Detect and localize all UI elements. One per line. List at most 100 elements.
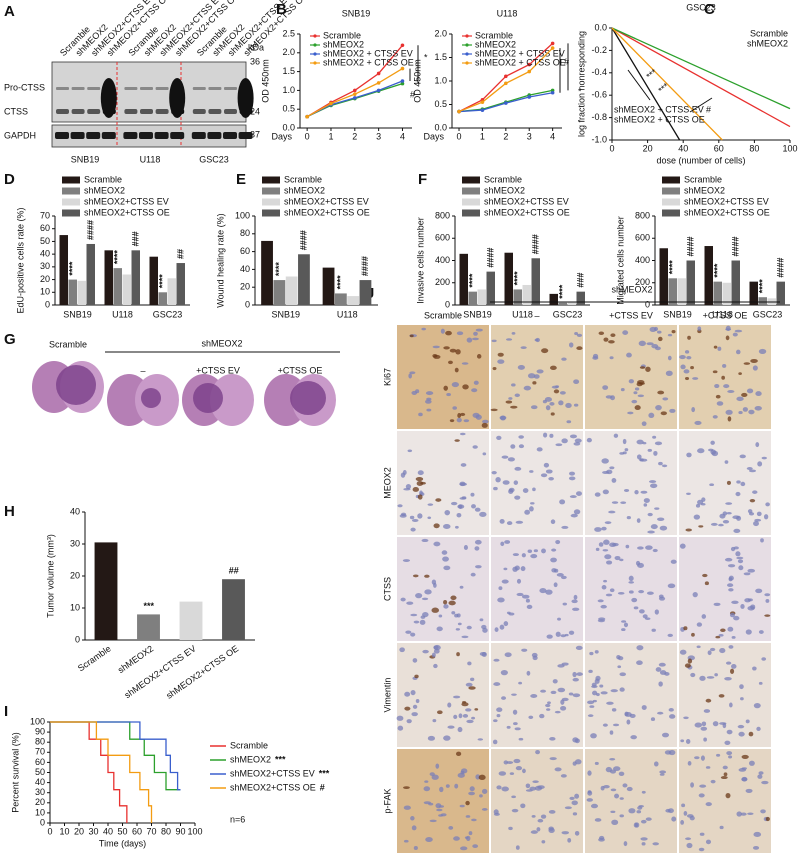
row-label: p-FAK <box>382 788 392 813</box>
cell-nucleus <box>680 739 685 743</box>
cell-nucleus <box>614 793 620 799</box>
cell-nucleus <box>438 814 444 817</box>
bar <box>104 250 113 305</box>
cell-nucleus <box>701 721 707 727</box>
significance: #### <box>730 236 740 256</box>
cell-nucleus <box>503 760 509 765</box>
kda-title: kDa <box>248 42 264 52</box>
cell-nucleus <box>431 652 436 658</box>
cell-nucleus <box>499 518 505 524</box>
cell-nucleus <box>470 677 475 682</box>
cell-nucleus <box>727 626 734 632</box>
cell-nucleus <box>685 528 692 532</box>
cell-nucleus <box>643 503 648 507</box>
cell-nucleus <box>473 380 479 385</box>
cell-nucleus <box>725 335 730 341</box>
cell-nucleus <box>574 830 580 836</box>
cell-nucleus <box>733 615 740 621</box>
band <box>192 87 206 90</box>
cell-nucleus <box>520 346 527 350</box>
cell-nucleus <box>667 583 676 589</box>
cell-nucleus <box>640 490 648 494</box>
bar <box>758 297 767 305</box>
y-tick-label: 0 <box>40 817 45 827</box>
cell-nucleus <box>445 784 450 788</box>
cell-nucleus <box>650 717 656 722</box>
cell-nucleus <box>475 328 483 332</box>
cell-nucleus <box>525 789 533 792</box>
cell-nucleus <box>548 826 554 831</box>
cell-nucleus <box>699 784 707 788</box>
cell-nucleus <box>461 635 469 639</box>
ihc-image <box>679 325 771 429</box>
cell-nucleus <box>410 527 416 532</box>
cell-nucleus <box>546 708 551 711</box>
series-line <box>50 721 128 823</box>
cell-nucleus <box>725 328 732 331</box>
cell-nucleus <box>597 599 604 603</box>
annotation: *** <box>656 81 671 96</box>
legend-label: Scramble <box>475 30 513 40</box>
cell-nucleus <box>711 450 719 457</box>
cell-nucleus <box>598 837 605 842</box>
legend-swatch <box>313 61 317 65</box>
legend-label: Scramble <box>750 28 788 38</box>
ihc-image <box>679 749 771 853</box>
legend-label: shMEOX2+CTSS OE <box>484 207 570 217</box>
cell-nucleus <box>662 397 669 401</box>
cell-nucleus <box>651 628 656 632</box>
cell-nucleus <box>463 419 470 423</box>
bar <box>686 260 695 305</box>
cell-nucleus <box>564 633 569 637</box>
legend-swatch <box>262 198 280 206</box>
x-tick-label: U118 <box>712 309 733 319</box>
ihc-image <box>491 643 583 747</box>
cell-nucleus <box>501 579 509 584</box>
cell-nucleus <box>752 490 758 494</box>
cell-nucleus <box>403 839 409 843</box>
cell-nucleus <box>425 399 432 404</box>
significance: ### <box>130 231 140 246</box>
cell-nucleus <box>417 470 424 476</box>
cell-nucleus <box>667 633 673 638</box>
cell-nucleus <box>466 337 473 343</box>
x-tick-label: 70 <box>146 826 156 836</box>
cell-nucleus <box>521 648 528 652</box>
cell-nucleus <box>705 766 711 769</box>
cell-nucleus <box>639 609 645 614</box>
legend-swatch <box>62 187 80 195</box>
cell-nucleus <box>696 622 703 627</box>
cell-nucleus <box>453 714 458 720</box>
cell-nucleus <box>660 411 667 416</box>
cell-nucleus <box>619 687 625 692</box>
y-tick-label: 600 <box>635 233 650 243</box>
point <box>504 101 508 105</box>
cell-nucleus <box>680 364 686 370</box>
x-tick-label: 0 <box>305 131 310 141</box>
bar <box>322 267 335 305</box>
cell-nucleus <box>404 691 411 697</box>
band <box>139 132 153 139</box>
cell-nucleus <box>431 607 440 613</box>
cell-nucleus <box>748 469 757 473</box>
cell-nucleus <box>527 373 536 379</box>
cell-nucleus <box>746 467 753 470</box>
cell-nucleus <box>475 565 482 569</box>
y-tick-label: 30 <box>35 787 45 797</box>
cell-nucleus <box>633 606 639 610</box>
cell-nucleus <box>722 363 727 368</box>
cell-nucleus <box>592 690 598 696</box>
x-axis-label: Time (days) <box>99 838 146 848</box>
cell-nucleus <box>424 780 429 783</box>
cell-nucleus <box>505 400 513 404</box>
cell-nucleus <box>747 568 755 573</box>
cell-nucleus <box>710 440 715 445</box>
cell-nucleus <box>658 336 663 342</box>
cell-nucleus <box>661 732 670 738</box>
cell-nucleus <box>456 417 462 423</box>
cell-nucleus <box>515 845 520 850</box>
cell-nucleus <box>530 554 538 559</box>
cell-nucleus <box>481 808 488 811</box>
cell-nucleus <box>540 689 547 693</box>
